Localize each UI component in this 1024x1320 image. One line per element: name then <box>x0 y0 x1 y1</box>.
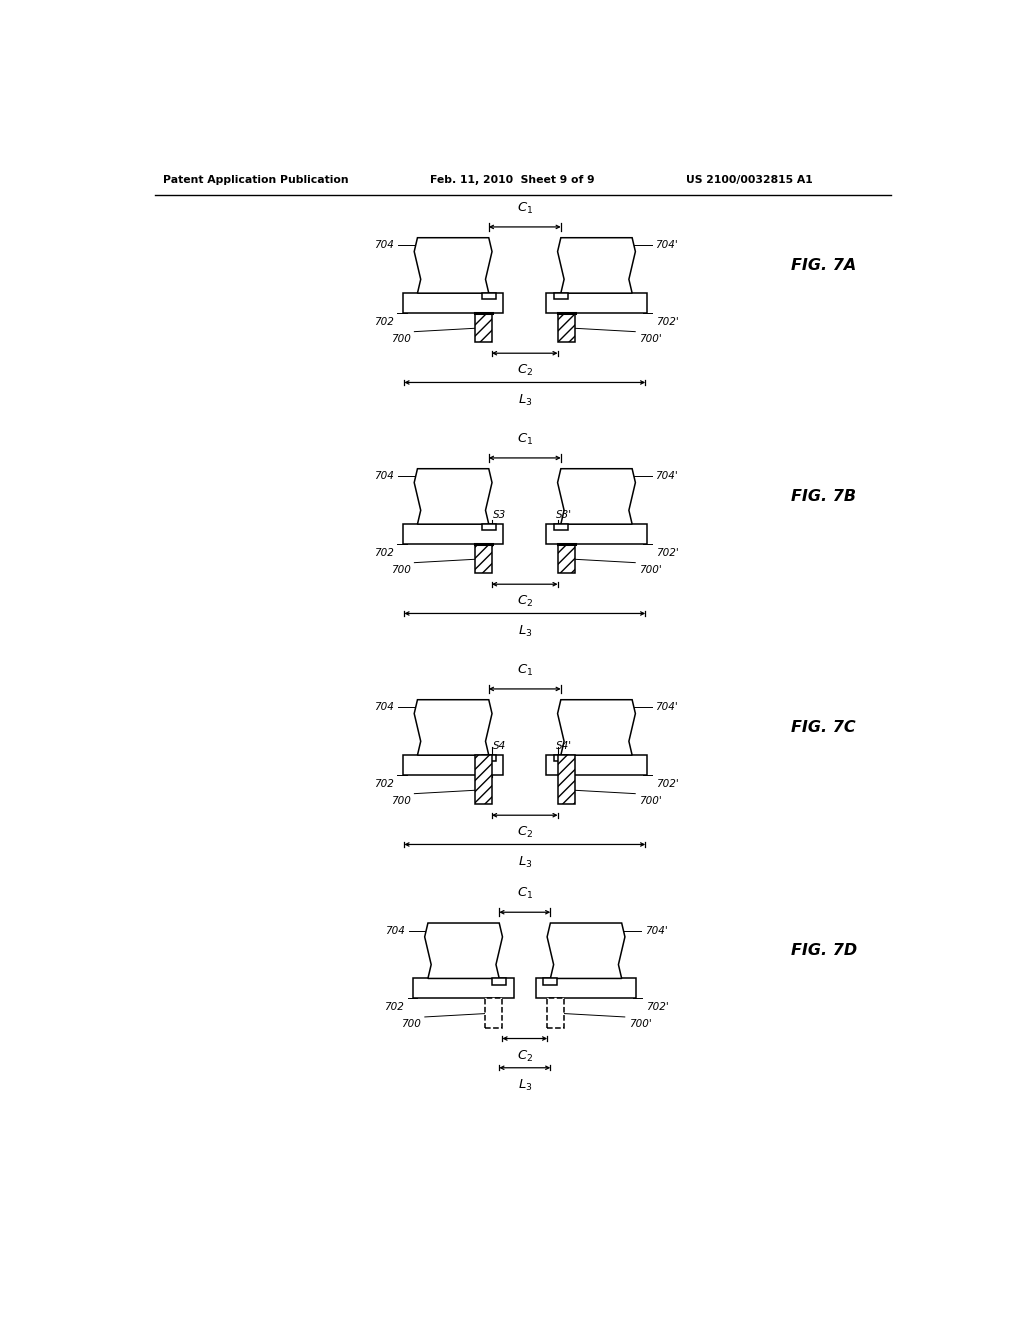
Bar <box>481 755 496 762</box>
Text: FIG. 7A: FIG. 7A <box>791 257 856 273</box>
Text: Feb. 11, 2010  Sheet 9 of 9: Feb. 11, 2010 Sheet 9 of 9 <box>430 176 595 185</box>
Text: $C_1$: $C_1$ <box>517 432 532 447</box>
Bar <box>554 293 568 300</box>
Text: $L_3$: $L_3$ <box>517 392 532 408</box>
Text: 704: 704 <box>375 471 394 482</box>
Bar <box>475 313 492 342</box>
Text: $C_2$: $C_2$ <box>517 363 532 379</box>
Text: 702: 702 <box>374 548 393 558</box>
Text: 702': 702' <box>646 1002 669 1012</box>
Bar <box>546 524 647 544</box>
Bar <box>475 544 492 573</box>
Polygon shape <box>414 469 492 524</box>
Polygon shape <box>558 238 636 293</box>
Bar <box>414 978 514 998</box>
Text: $C_1$: $C_1$ <box>517 663 532 678</box>
Text: 702: 702 <box>384 1002 403 1012</box>
Text: 704': 704' <box>655 471 678 482</box>
Text: 700: 700 <box>390 565 411 576</box>
Text: 704: 704 <box>385 925 404 936</box>
Text: $C_2$: $C_2$ <box>517 1048 532 1064</box>
Bar <box>558 755 574 804</box>
Text: 704': 704' <box>655 240 678 251</box>
Text: $L_3$: $L_3$ <box>517 1077 532 1093</box>
Text: 700': 700' <box>629 1019 651 1030</box>
Bar <box>536 978 636 998</box>
Bar <box>485 998 503 1028</box>
Text: 702': 702' <box>656 317 679 327</box>
Text: S3': S3' <box>556 511 572 520</box>
Bar <box>481 293 496 300</box>
Text: FIG. 7C: FIG. 7C <box>791 719 855 735</box>
Text: Patent Application Publication: Patent Application Publication <box>163 176 348 185</box>
Text: $L_3$: $L_3$ <box>517 854 532 870</box>
Text: 700': 700' <box>639 334 662 345</box>
Text: 700': 700' <box>639 796 662 807</box>
Text: 700: 700 <box>401 1019 421 1030</box>
Polygon shape <box>547 923 625 978</box>
Text: S3: S3 <box>494 511 507 520</box>
Text: 700': 700' <box>639 565 662 576</box>
Text: 702: 702 <box>374 317 393 327</box>
Text: 702': 702' <box>656 548 679 558</box>
Text: $C_2$: $C_2$ <box>517 594 532 610</box>
Polygon shape <box>558 700 636 755</box>
Text: $C_1$: $C_1$ <box>517 886 532 902</box>
Text: 704: 704 <box>375 702 394 713</box>
Bar <box>402 524 504 544</box>
Bar <box>475 755 492 804</box>
Text: 702: 702 <box>374 779 393 789</box>
Text: S4: S4 <box>494 742 507 751</box>
Bar <box>493 978 506 985</box>
Polygon shape <box>425 923 503 978</box>
Polygon shape <box>558 469 636 524</box>
Text: $C_2$: $C_2$ <box>517 825 532 841</box>
Polygon shape <box>414 238 492 293</box>
Text: 700: 700 <box>390 334 411 345</box>
Text: 704': 704' <box>645 925 668 936</box>
Text: 704: 704 <box>375 240 394 251</box>
Bar <box>544 978 557 985</box>
Bar <box>558 544 574 573</box>
Text: US 2100/0032815 A1: US 2100/0032815 A1 <box>686 176 813 185</box>
Polygon shape <box>414 700 492 755</box>
Bar <box>402 755 504 775</box>
Text: FIG. 7D: FIG. 7D <box>791 944 857 958</box>
Bar <box>546 293 647 313</box>
Text: 702': 702' <box>656 779 679 789</box>
Bar <box>558 313 574 342</box>
Text: 704': 704' <box>655 702 678 713</box>
Bar <box>481 524 496 531</box>
Text: $C_1$: $C_1$ <box>517 201 532 216</box>
Bar <box>547 998 564 1028</box>
Bar <box>554 755 568 762</box>
Text: 700: 700 <box>390 796 411 807</box>
Text: S4': S4' <box>556 742 572 751</box>
Bar <box>554 524 568 531</box>
Text: FIG. 7B: FIG. 7B <box>791 488 856 504</box>
Bar <box>402 293 504 313</box>
Bar <box>546 755 647 775</box>
Text: $L_3$: $L_3$ <box>517 623 532 639</box>
